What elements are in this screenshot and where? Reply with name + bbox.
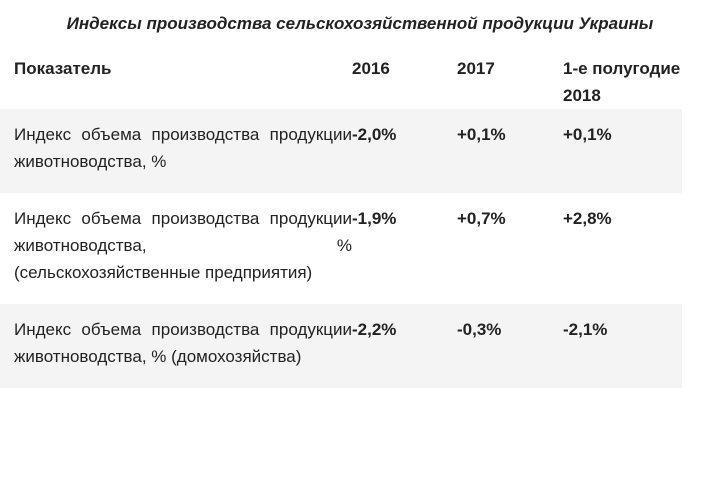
header-2018-h1: 1-е полугодие 2018 bbox=[563, 59, 681, 105]
value-2018-h1: +0,1% bbox=[563, 109, 682, 193]
indicator-cell: Индекс объема производства продукции жив… bbox=[0, 109, 352, 193]
table-row: Индекс объема производства продукции жив… bbox=[0, 304, 682, 388]
header-2017: 2017 bbox=[457, 59, 495, 78]
table-row: Индекс объема производства продукции жив… bbox=[0, 109, 682, 193]
header-2016: 2016 bbox=[352, 59, 390, 78]
indicator-cell: Индекс объема производства продукции жив… bbox=[14, 209, 352, 282]
value-2017: +0,7% bbox=[457, 209, 506, 228]
table-header-row: Показатель 2016 2017 1-е полугодие 2018 bbox=[0, 55, 682, 109]
value-2016: -2,2% bbox=[352, 304, 457, 388]
value-2016: -1,9% bbox=[352, 209, 397, 228]
production-index-table: Показатель 2016 2017 1-е полугодие 2018 … bbox=[0, 55, 682, 388]
value-2018-h1: +2,8% bbox=[563, 209, 612, 228]
table-title: Индексы производства сельскохозяйственно… bbox=[66, 14, 654, 33]
value-2017: +0,1% bbox=[457, 109, 563, 193]
indicator-cell: Индекс объема производства продукции жив… bbox=[0, 304, 352, 388]
value-2017: -0,3% bbox=[457, 304, 563, 388]
value-2018-h1: -2,1% bbox=[563, 304, 682, 388]
table-row: Индекс объема производства продукции жив… bbox=[0, 193, 682, 304]
header-indicator: Показатель bbox=[14, 59, 112, 78]
value-2016: -2,0% bbox=[352, 109, 457, 193]
